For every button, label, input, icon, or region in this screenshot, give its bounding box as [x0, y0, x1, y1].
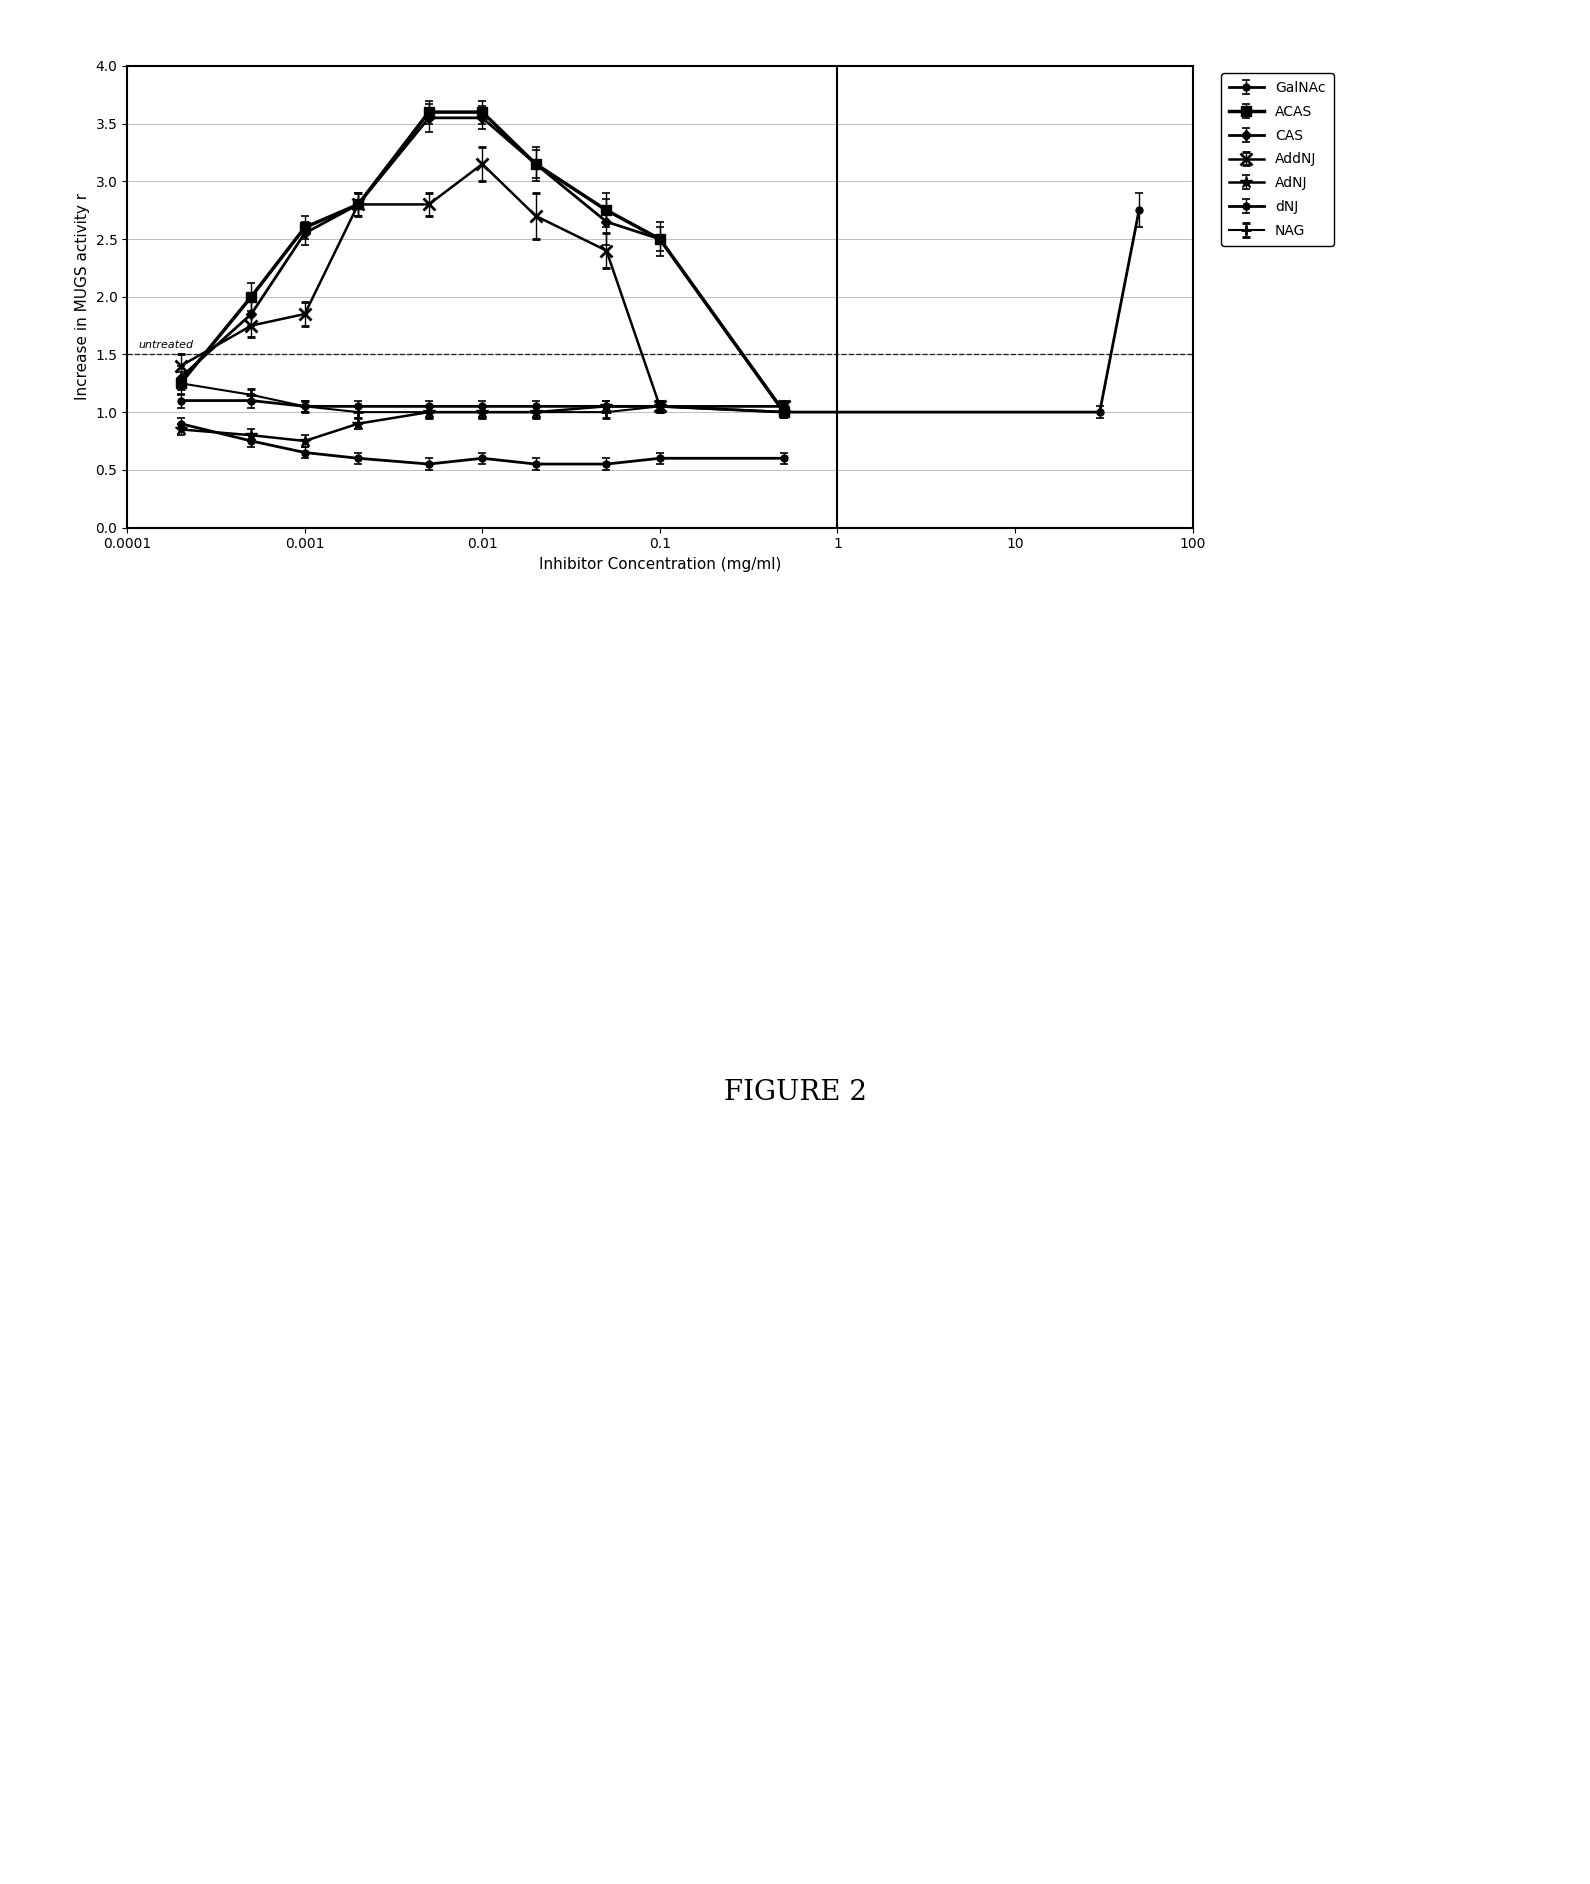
Text: FIGURE 2: FIGURE 2 — [723, 1080, 867, 1106]
Text: untreated: untreated — [138, 339, 192, 350]
X-axis label: Inhibitor Concentration (mg/ml): Inhibitor Concentration (mg/ml) — [539, 558, 781, 573]
Y-axis label: Increase in MUGS activity r: Increase in MUGS activity r — [75, 194, 91, 399]
Legend: GalNAc, ACAS, CAS, AddNJ, AdNJ, dNJ, NAG: GalNAc, ACAS, CAS, AddNJ, AdNJ, dNJ, NAG — [1221, 73, 1334, 247]
